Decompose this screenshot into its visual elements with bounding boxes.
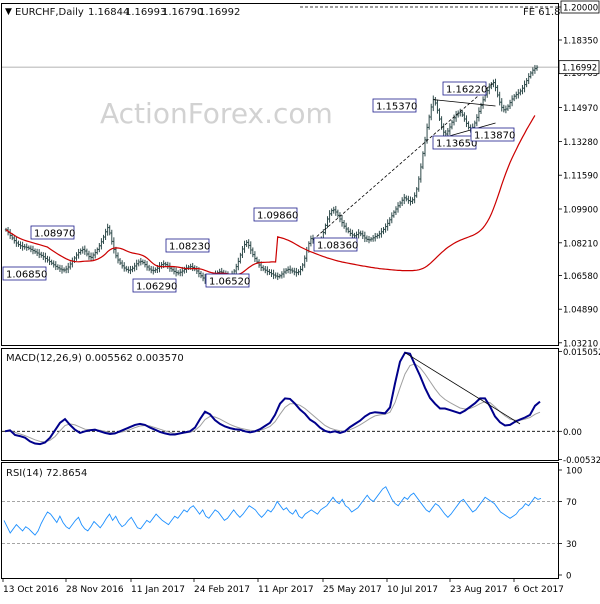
annotation-label: 1.06290	[136, 282, 177, 293]
x-axis-label: 10 Jul 2017	[387, 585, 438, 595]
x-axis-label: 23 Aug 2017	[450, 585, 508, 595]
annotation-box	[205, 273, 250, 288]
annotation-box	[313, 237, 358, 252]
price-axis-label: 1.13280	[563, 138, 598, 148]
annotation-box	[372, 98, 417, 113]
price-annotations: 1.08970 1.06850 1.08230 1.06290 1.06520 1.098…	[2, 81, 515, 293]
x-axis-label: 25 May 2017	[323, 585, 382, 595]
macd-trendline	[404, 352, 521, 425]
x-axis-label: 24 Feb 2017	[194, 585, 250, 595]
price-axis-label: 1.18350	[563, 37, 598, 47]
current-price-label: 1.16992	[562, 64, 597, 74]
price-axis-label: 1.03210	[563, 339, 598, 349]
annotation-label: 1.09860	[257, 211, 298, 222]
price-title-icon: ▼	[5, 7, 12, 17]
annotation-label: 1.13650	[436, 139, 477, 150]
current-price-box	[558, 60, 600, 75]
rsi-panel-frame	[1, 462, 559, 579]
price-axis-label: 1.16705	[563, 69, 598, 79]
price-axis-label: 1.09900	[563, 206, 598, 216]
price-axis-label: 1.11590	[563, 172, 598, 182]
ohlc-low: 1.16790	[162, 7, 203, 18]
annotation-box	[442, 81, 487, 96]
price-axis-label: 1.08210	[563, 239, 598, 249]
annotation-label: 1.15370	[376, 102, 417, 113]
annotation-box	[165, 238, 210, 253]
annotation-label: 1.13870	[474, 131, 515, 142]
x-axis-label: 6 Oct 2017	[514, 585, 564, 595]
ma-line	[5, 115, 536, 276]
fib-value-box	[560, 0, 600, 14]
price-axis-label: 1.04890	[563, 306, 598, 316]
fib-label: FE 61.8	[523, 7, 561, 18]
rsi-axis-label: 0	[566, 572, 571, 582]
price-grid	[2, 6, 558, 68]
rsi-y-axis: 100 70 30 0	[558, 467, 582, 582]
moving-average	[5, 115, 536, 276]
rsi-title: RSI(14) 72.8654	[6, 468, 87, 479]
price-axis-label: 1.06580	[563, 272, 598, 282]
price-axis-label: 1.20000	[563, 4, 598, 14]
macd-panel-frame	[1, 348, 559, 461]
annotation-box	[30, 225, 75, 240]
annotation-label: 1.08970	[34, 229, 75, 240]
annotation-label: 1.08230	[169, 242, 210, 253]
rsi-line	[3, 486, 542, 536]
triangle-upper-line	[433, 99, 496, 107]
annotation-box	[2, 266, 47, 281]
macd-line	[4, 351, 541, 446]
macd-axis-label: -0.00532	[563, 456, 600, 466]
rsi-axis-label: 100	[566, 467, 582, 477]
x-axis-label: 13 Oct 2016	[3, 585, 59, 595]
annotation-label: 1.16220	[446, 85, 487, 96]
x-axis-label: 11 Apr 2017	[258, 585, 314, 595]
macd-signal-line	[4, 363, 541, 443]
price-title: EURCHF,Daily	[15, 7, 84, 18]
price-axis-label: 1.14970	[563, 104, 598, 114]
ohlc-open: 1.16844	[88, 7, 129, 18]
macd-title: MACD(12,26,9) 0.005562 0.003570	[6, 353, 184, 364]
macd-axis-label: 0.00	[563, 428, 582, 438]
price-y-axis: 1.20000 1.18350 1.16705 1.14970 1.13280 1.115…	[558, 0, 600, 349]
ohlc-high: 1.16993	[125, 7, 166, 18]
rsi-axis-label: 30	[566, 540, 577, 550]
x-axis-label: 11 Jan 2017	[131, 585, 185, 595]
annotation-box	[253, 207, 298, 222]
annotation-box	[132, 278, 177, 293]
annotation-label: 1.08360	[317, 241, 358, 252]
ohlc-close: 1.16992	[199, 7, 240, 18]
macd-y-axis: 0.015052 0.00 -0.00532	[558, 348, 600, 466]
macd-axis-label: 0.015052	[563, 348, 600, 358]
annotation-box	[432, 135, 477, 150]
watermark-text: ActionForex.com	[100, 97, 333, 130]
rsi-axis-label: 70	[566, 498, 577, 508]
price-panel-frame	[1, 3, 559, 346]
x-axis-label: 28 Nov 2016	[66, 585, 124, 595]
x-axis: 13 Oct 2016 28 Nov 2016 11 Jan 2017 24 Feb …	[2, 578, 564, 595]
annotation-label: 1.06850	[6, 270, 47, 281]
annotation-label: 1.06520	[209, 277, 250, 288]
annotation-box	[470, 127, 515, 142]
macd-lines	[2, 351, 558, 446]
rsi-line	[2, 486, 558, 544]
